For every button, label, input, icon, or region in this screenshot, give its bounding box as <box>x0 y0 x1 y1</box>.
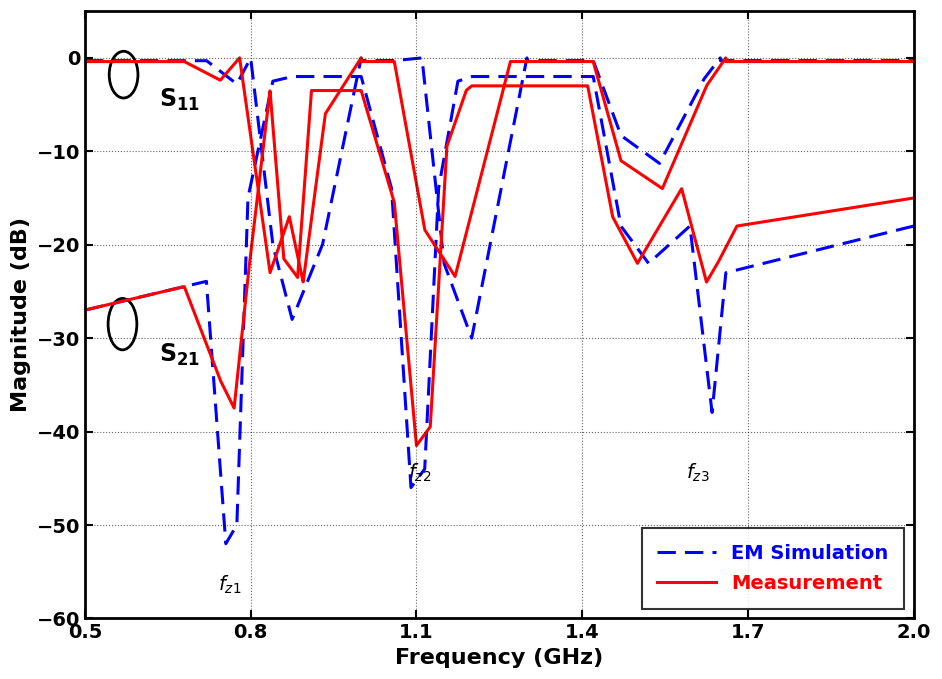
EM Simulation <box>220 540 232 548</box>
Line: Measurement: Measurement <box>85 86 914 445</box>
Measurement <box>739 221 750 229</box>
Text: $f_{z3}$: $f_{z3}$ <box>687 461 710 483</box>
EM Simulation <box>908 222 919 230</box>
Measurement <box>466 81 478 90</box>
Text: $\mathbf{S_{11}}$: $\mathbf{S_{11}}$ <box>159 86 201 113</box>
Measurement <box>380 167 391 175</box>
Measurement <box>570 81 581 90</box>
EM Simulation <box>694 304 706 312</box>
Text: $\mathbf{S_{21}}$: $\mathbf{S_{21}}$ <box>159 342 201 368</box>
Text: $f_{z1}$: $f_{z1}$ <box>218 574 241 595</box>
Measurement <box>121 296 132 304</box>
Measurement <box>908 194 919 202</box>
Measurement <box>694 252 706 260</box>
X-axis label: Frequency (GHz): Frequency (GHz) <box>396 648 604 668</box>
Measurement <box>606 208 617 216</box>
Measurement <box>79 306 90 314</box>
EM Simulation <box>570 73 581 81</box>
EM Simulation <box>380 161 391 169</box>
Y-axis label: Magnitude (dB): Magnitude (dB) <box>11 217 31 412</box>
EM Simulation <box>286 73 298 81</box>
EM Simulation <box>121 296 132 304</box>
EM Simulation <box>606 172 617 181</box>
EM Simulation <box>739 264 750 272</box>
Measurement <box>411 441 422 449</box>
Text: $f_{z2}$: $f_{z2}$ <box>408 461 430 483</box>
Line: EM Simulation: EM Simulation <box>85 77 914 544</box>
Legend: EM Simulation, Measurement: EM Simulation, Measurement <box>642 528 904 609</box>
EM Simulation <box>79 306 90 314</box>
